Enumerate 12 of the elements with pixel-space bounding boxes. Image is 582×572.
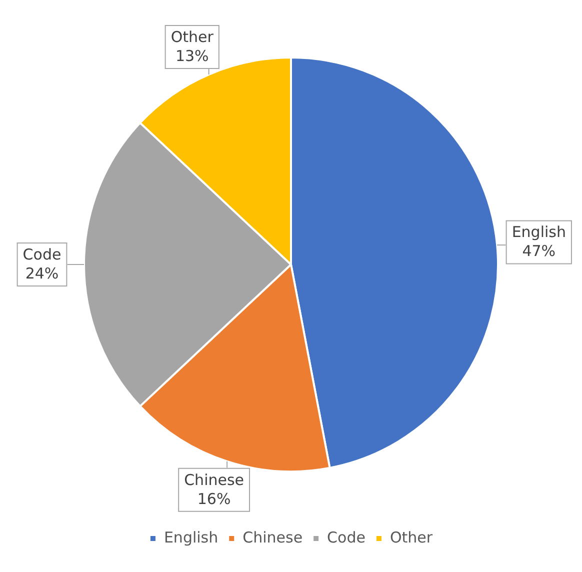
data-label: 16% — [197, 490, 231, 508]
legend-label: Code — [327, 528, 366, 546]
slice-label: Other — [170, 28, 214, 46]
slice-label: Code — [22, 245, 62, 264]
data-label: 13% — [175, 46, 209, 65]
legend-label: English — [164, 528, 218, 546]
data-label: 47% — [522, 242, 556, 260]
data-label: 24% — [25, 264, 59, 282]
slice-label: English — [512, 223, 566, 242]
legend-label: Other — [390, 528, 434, 546]
slice-label: Chinese — [184, 470, 244, 489]
legend-label: Chinese — [242, 528, 303, 546]
